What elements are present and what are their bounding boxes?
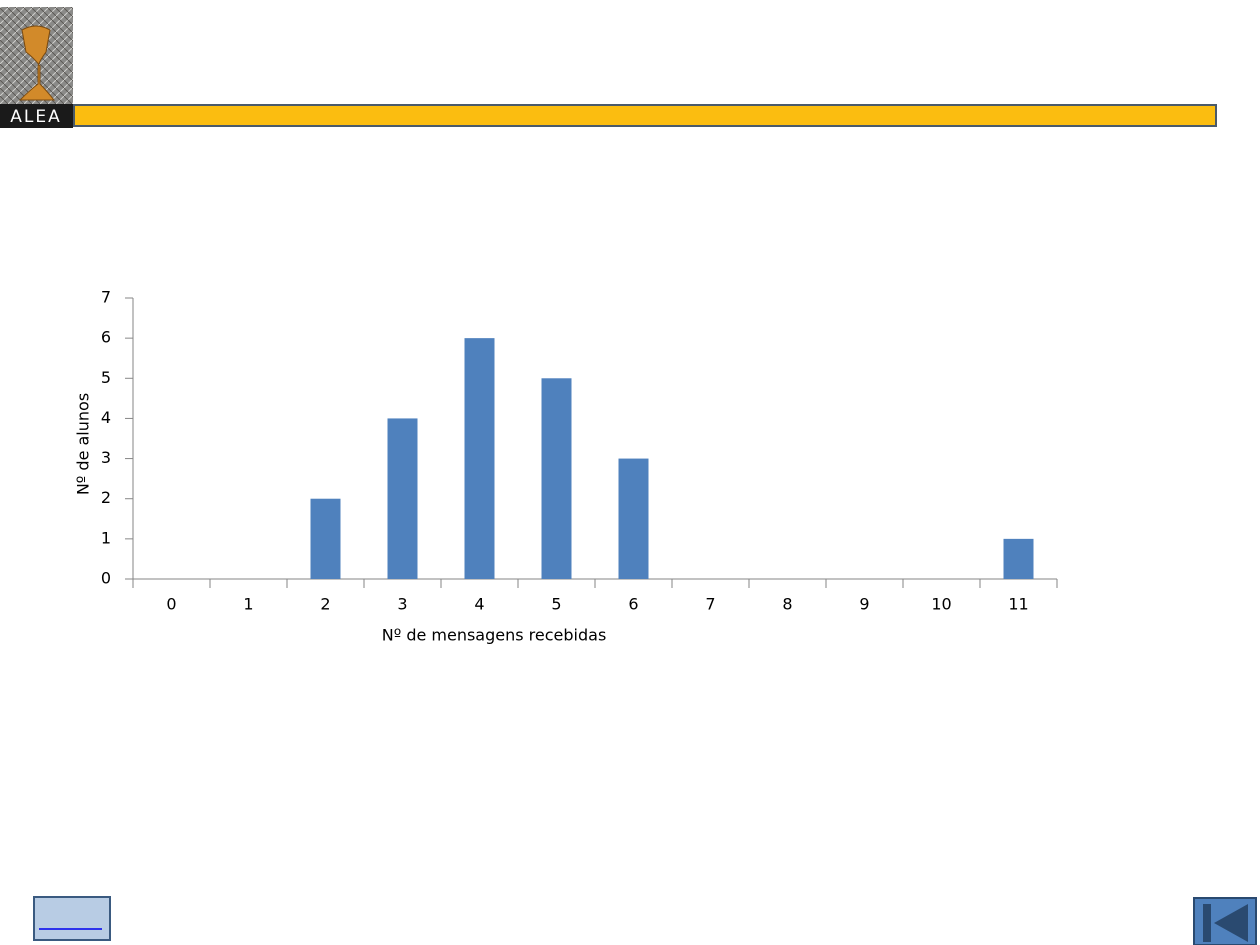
y-tick-label: 6	[101, 328, 111, 347]
logo: ALEA	[0, 7, 73, 128]
header-bar	[73, 104, 1217, 127]
y-tick-label: 1	[101, 528, 111, 547]
y-tick-label: 4	[101, 408, 111, 427]
logo-text: ALEA	[10, 107, 61, 127]
x-tick-label: 2	[320, 595, 330, 614]
y-tick-label: 2	[101, 488, 111, 507]
y-axis-label: Nº de alunos	[74, 393, 93, 495]
x-tick-label: 9	[859, 595, 869, 614]
bar	[1003, 538, 1034, 579]
y-tick-label: 0	[101, 569, 111, 588]
x-tick-label: 7	[705, 595, 715, 614]
x-tick-label: 0	[166, 595, 176, 614]
x-tick-label: 4	[474, 595, 484, 614]
chart: 0 1 2 3 4 5 6 7 0 1 2 3 4 5 6 7 8 9 10 11	[101, 288, 1058, 614]
x-tick-label: 10	[931, 595, 951, 614]
x-tick-label: 3	[397, 595, 407, 614]
bar	[541, 378, 572, 579]
y-tick-label: 5	[101, 368, 111, 387]
bar	[310, 498, 341, 579]
first-slide-button[interactable]	[1193, 897, 1257, 945]
x-tick-label: 11	[1008, 595, 1028, 614]
x-tick-label: 5	[551, 595, 561, 614]
bar	[387, 418, 418, 579]
x-axis-label: Nº de mensagens recebidas	[382, 626, 607, 645]
y-tick-label: 3	[101, 448, 111, 467]
bar	[618, 458, 649, 579]
x-tick-label: 6	[628, 595, 638, 614]
bar	[464, 338, 495, 579]
x-tick-label: 1	[243, 595, 253, 614]
home-button[interactable]	[33, 896, 111, 941]
y-tick-label: 7	[101, 288, 111, 307]
x-tick-label: 8	[782, 595, 792, 614]
